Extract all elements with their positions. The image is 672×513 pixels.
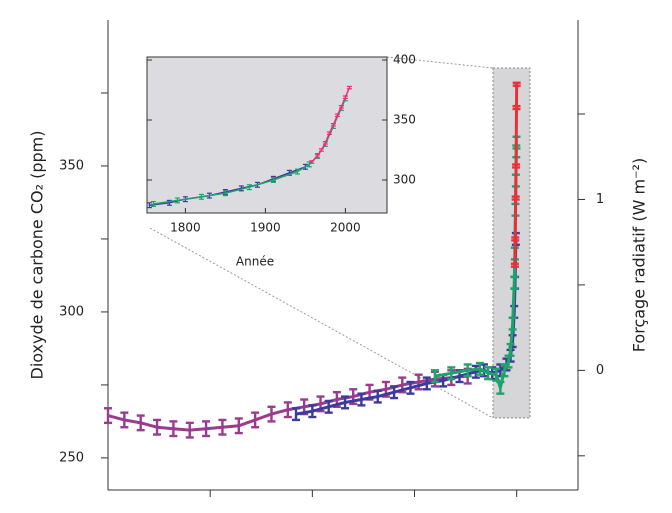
error-bar [270, 177, 276, 183]
error-bar [292, 407, 300, 422]
error-bar [150, 201, 156, 207]
error-bar [346, 85, 352, 90]
error-bar [342, 95, 348, 100]
y-tick-label: 350 [59, 158, 84, 173]
error-bar [506, 342, 515, 357]
error-bar [104, 407, 112, 425]
main-plot: 250 300 350 0 1 [59, 20, 604, 497]
series-line [311, 87, 351, 163]
connector [386, 56, 494, 69]
y-axis-title: Dioxyde de carbone CO₂ (ppm) [28, 130, 47, 379]
error-bar [484, 366, 493, 381]
error-bar [390, 385, 399, 400]
inset-x-axis-title: Année [236, 255, 274, 269]
error-bar [373, 389, 382, 404]
error-bar [267, 405, 276, 423]
error-bar [475, 361, 484, 376]
error-bar [174, 197, 180, 204]
error-bar [308, 404, 317, 419]
error-bar [294, 168, 300, 175]
error-bar [146, 202, 152, 209]
error-bar [430, 369, 439, 384]
error-bar [510, 275, 519, 290]
error-bar [198, 193, 204, 200]
y-tick-label: 300 [393, 173, 416, 187]
y-tick-label: 400 [393, 53, 416, 67]
error-bar [492, 367, 501, 382]
inset-plot: 1800 1900 2000 300 350 400 [146, 53, 416, 235]
y2-tick-label: 0 [596, 363, 604, 378]
x-tick-label: 2000 [330, 221, 361, 235]
inset-frame [146, 56, 388, 214]
error-bar [218, 418, 227, 436]
y2-axis-title: Forçage radiatif (W m⁻²) [630, 158, 649, 352]
error-bar [251, 411, 260, 429]
error-bar [508, 316, 517, 331]
error-bar [512, 81, 521, 87]
error-bar [324, 399, 333, 414]
error-bar [330, 122, 336, 127]
error-bar [334, 113, 340, 118]
error-bar [496, 380, 505, 395]
error-bar [512, 104, 521, 111]
x-tick-label: 1900 [250, 221, 281, 235]
x-tick-label: 1800 [170, 221, 201, 235]
error-bar [322, 141, 328, 145]
error-bar [406, 380, 415, 395]
error-bar [222, 190, 228, 197]
error-bar [326, 131, 332, 135]
error-bar [169, 420, 178, 438]
error-bar [341, 395, 350, 410]
error-bar [234, 417, 243, 435]
error-bar [422, 376, 431, 391]
error-bar [357, 392, 366, 407]
error-bar [238, 185, 244, 192]
error-bar [511, 236, 520, 242]
connector [149, 227, 494, 419]
error-bar [500, 363, 509, 378]
y-tick-label: 300 [59, 304, 84, 319]
error-bar [309, 160, 315, 164]
error-bar [511, 195, 520, 201]
y-tick-label: 250 [59, 450, 84, 465]
series-line [513, 84, 519, 266]
series-line [295, 238, 518, 416]
error-bar [202, 420, 211, 438]
y2-tick-label: 1 [596, 192, 604, 207]
error-bar [136, 414, 145, 432]
error-bar [314, 154, 320, 158]
error-bar [153, 418, 162, 436]
error-bar [120, 411, 129, 429]
error-bar [283, 401, 292, 419]
error-bar [338, 104, 344, 109]
error-bar [318, 148, 324, 152]
error-bar [463, 363, 472, 378]
error-bar [246, 184, 252, 191]
error-bar [185, 421, 194, 439]
error-bar [512, 163, 521, 169]
error-bar [447, 366, 456, 381]
error-bar [510, 262, 519, 268]
y-tick-label: 350 [393, 113, 416, 127]
